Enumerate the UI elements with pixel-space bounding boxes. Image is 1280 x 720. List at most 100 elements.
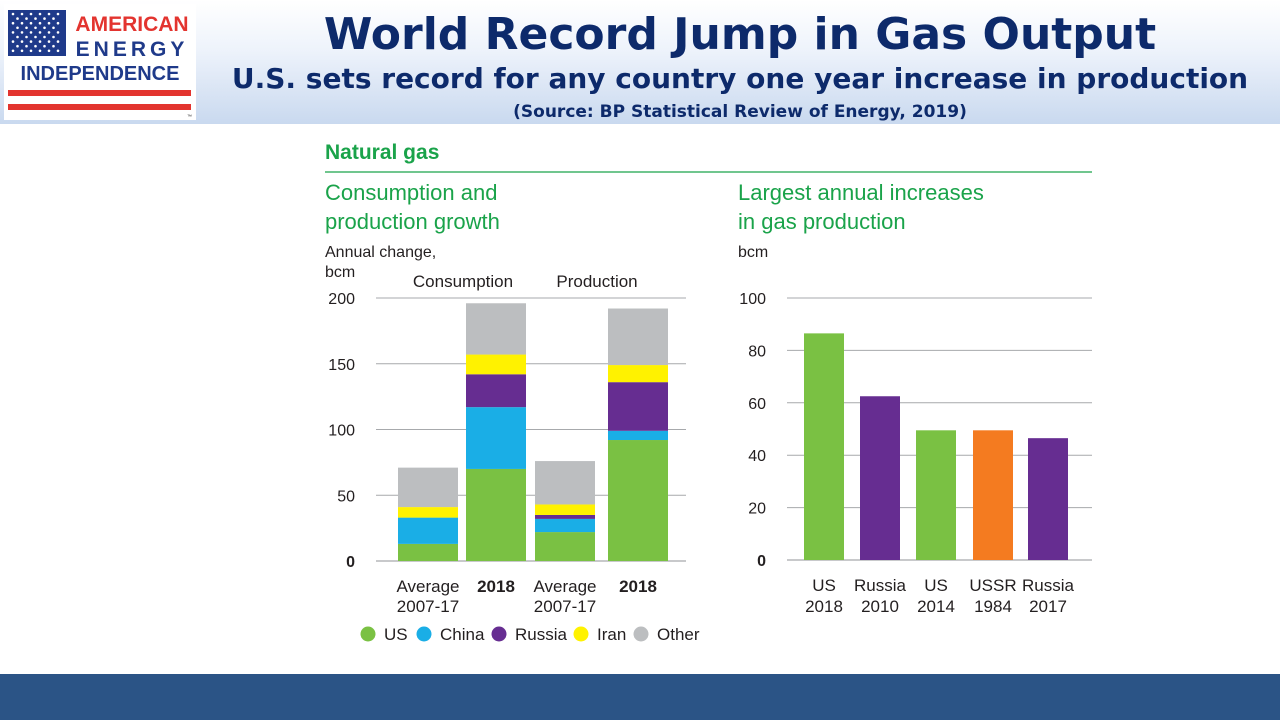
flag-star xyxy=(34,17,37,20)
bar-segment-russia xyxy=(608,382,668,431)
left-x-tick-label: 2018 xyxy=(477,577,515,596)
bar-russia-2017 xyxy=(1028,438,1068,560)
flag-star xyxy=(56,21,60,25)
left-x-tick-label: Average xyxy=(533,577,596,596)
left-y-tick-label: 200 xyxy=(328,291,355,308)
right-y-tick-label: 40 xyxy=(748,448,766,465)
right-x-tick-label: Russia xyxy=(1022,576,1075,595)
right-y-tick-label: 0 xyxy=(757,553,766,570)
flag-star xyxy=(20,31,24,34)
flag-star xyxy=(52,17,55,20)
bar-segment-us xyxy=(535,532,595,561)
title-block: World Record Jump in Gas Output U.S. set… xyxy=(200,0,1280,124)
logo-text-independence: INDEPENDENCE xyxy=(21,63,180,85)
legend-marker-russia xyxy=(491,626,507,642)
bar-us-2014 xyxy=(916,430,956,560)
flag-star xyxy=(25,17,28,20)
bar-segment-other xyxy=(535,461,595,505)
flag-star xyxy=(56,31,60,34)
bar-segment-china xyxy=(466,407,526,469)
flag-star xyxy=(56,12,60,16)
flag-stars xyxy=(11,12,60,53)
right-x-tick-label: 2014 xyxy=(917,597,955,616)
right-y-tick-label: 60 xyxy=(748,396,766,413)
right-x-tick-label: 2010 xyxy=(861,597,899,616)
bar-segment-us xyxy=(466,468,526,561)
left-y-tick-label: 0 xyxy=(346,554,355,571)
legend-marker-china xyxy=(416,626,432,642)
page-subtitle: U.S. sets record for any country one yea… xyxy=(231,62,1249,95)
flag-star xyxy=(43,17,46,20)
right-y-tick-label: 80 xyxy=(748,343,766,360)
bar-segment-iran xyxy=(608,365,668,383)
flag-star xyxy=(43,26,46,30)
legend-label-other: Other xyxy=(657,625,700,644)
flag-star xyxy=(47,40,51,43)
left-x-tick-label: 2018 xyxy=(619,577,657,596)
flag-star xyxy=(47,12,51,16)
right-y-tick-label: 100 xyxy=(739,291,766,308)
left-x-tick-label: 2007-17 xyxy=(534,597,596,616)
bar-segment-other xyxy=(466,303,526,355)
flag-star xyxy=(20,21,24,25)
group-label-consumption: Consumption xyxy=(413,272,513,291)
flag-star xyxy=(16,35,19,39)
footer-bar xyxy=(0,674,1280,720)
flag-star xyxy=(16,44,19,48)
right-x-tick-label: USSR xyxy=(969,576,1016,595)
right-y-axis-label: bcm xyxy=(738,244,768,261)
right-chart-title: Largest annual increases xyxy=(738,180,984,205)
logo-trademark: ™ xyxy=(187,114,192,120)
right-x-tick-label: 2017 xyxy=(1029,597,1067,616)
right-x-tick-label: Russia xyxy=(854,576,907,595)
bar-ussr-1984 xyxy=(973,430,1013,560)
source-note: (Source: BP Statistical Review of Energy… xyxy=(513,102,967,122)
legend-label-russia: Russia xyxy=(515,625,568,644)
american-energy-independence-logo: AMERICAN ENERGY INDEPENDENCE ™ xyxy=(4,4,196,120)
flag-star xyxy=(38,49,42,53)
group-label-production: Production xyxy=(556,272,637,291)
flag-star xyxy=(11,40,15,43)
page-title: World Record Jump in Gas Output xyxy=(323,9,1157,60)
flag-star xyxy=(34,35,37,39)
flag-star xyxy=(52,26,55,30)
flag-star xyxy=(47,49,51,53)
flag-star xyxy=(38,31,42,34)
legend-marker-iran xyxy=(573,626,589,642)
flag-star xyxy=(52,35,55,39)
flag-star xyxy=(56,49,60,53)
left-y-tick-label: 50 xyxy=(337,488,355,505)
left-x-tick-label: 2007-17 xyxy=(397,597,459,616)
bar-segment-iran xyxy=(535,504,595,515)
flag-star xyxy=(29,21,33,25)
left-y-tick-label: 150 xyxy=(328,357,355,374)
flag-star xyxy=(11,12,15,16)
bar-russia-2010 xyxy=(860,396,900,560)
flag-star xyxy=(29,12,33,16)
header-banner: AMERICAN ENERGY INDEPENDENCE ™ World Rec… xyxy=(0,0,1280,124)
flag-star xyxy=(56,40,60,43)
bar-segment-us xyxy=(608,440,668,561)
flag-star xyxy=(47,21,51,25)
right-x-tick-label: 2018 xyxy=(805,597,843,616)
left-chart-title: Consumption and xyxy=(325,180,497,205)
flag-star xyxy=(20,40,24,43)
flag-star xyxy=(25,44,28,48)
flag-star xyxy=(29,40,33,43)
legend-label-iran: Iran xyxy=(597,625,626,644)
legend-marker-other xyxy=(633,626,649,642)
flag-star xyxy=(20,12,24,16)
bar-segment-other xyxy=(608,308,668,366)
flag-star xyxy=(16,17,19,20)
flag-star xyxy=(29,49,33,53)
flag-star xyxy=(34,26,37,30)
left-y-tick-label: 100 xyxy=(328,423,355,440)
left-chart-title: production growth xyxy=(325,209,500,234)
flag-star xyxy=(38,21,42,25)
left-x-tick-label: Average xyxy=(396,577,459,596)
right-x-tick-label: US xyxy=(924,576,948,595)
bar-segment-other xyxy=(398,467,458,508)
flag-star xyxy=(11,49,15,53)
logo-graphic: AMERICAN ENERGY INDEPENDENCE ™ xyxy=(8,10,192,120)
